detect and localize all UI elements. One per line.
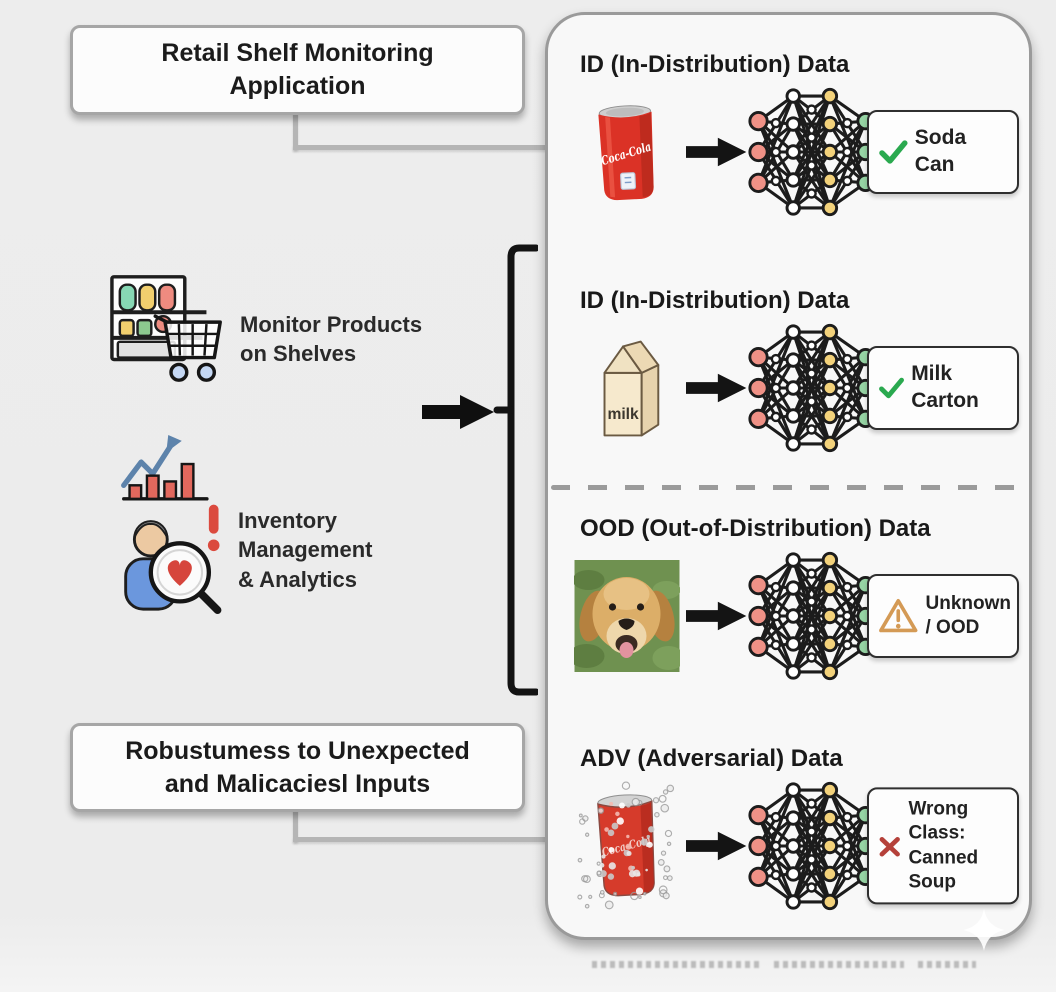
connector-top-vertical bbox=[293, 112, 298, 150]
blurred-caption-fragment bbox=[774, 961, 904, 968]
robustness-title: Robustumess to Unexpected and Malicacies… bbox=[125, 735, 470, 801]
result-label-line1: Wrong Class: bbox=[908, 798, 969, 844]
main-flow-arrow-icon bbox=[422, 395, 494, 429]
flow-arrow-icon bbox=[686, 831, 747, 861]
check-icon bbox=[879, 140, 908, 164]
feature2-line1: Inventory bbox=[238, 508, 338, 533]
neural-network-icon bbox=[748, 551, 881, 681]
retail-application-box: Retail Shelf Monitoring Application bbox=[70, 25, 525, 115]
soda-can-image: Coca-Cola bbox=[552, 81, 702, 223]
dog-photo bbox=[552, 545, 702, 687]
result-label: Soda Can bbox=[914, 126, 967, 176]
feature2-line2: Management bbox=[238, 537, 373, 563]
neural-network-icon bbox=[748, 781, 881, 911]
panel-row-id-soda: ID (In-Distribution) Data Coca-Cola bbox=[548, 51, 1029, 223]
robustness-line2: and Malicaciesl Inputs bbox=[164, 769, 431, 798]
warning-icon bbox=[879, 599, 918, 633]
blurred-caption-fragment bbox=[592, 961, 762, 968]
milk-carton-image: milk bbox=[552, 317, 702, 459]
neural-network-icon bbox=[748, 323, 881, 453]
cross-icon bbox=[879, 836, 900, 857]
row-header: ID (In-Distribution) Data bbox=[580, 287, 850, 314]
result-box-soda-can: Soda Can bbox=[867, 110, 1019, 194]
result-label-line2: / OOD bbox=[925, 617, 980, 638]
flow-arrow-icon bbox=[686, 601, 747, 631]
sparkle-icon bbox=[963, 909, 1005, 951]
result-label-line2: Canned Soup bbox=[908, 847, 979, 893]
blurred-caption-fragment bbox=[918, 961, 976, 968]
data-types-panel: ID (In-Distribution) Data Coca-Cola bbox=[545, 12, 1032, 940]
row-header: ADV (Adversarial) Data bbox=[580, 745, 843, 772]
row-header: ID (In-Distribution) Data bbox=[580, 51, 850, 78]
result-label-line1: Unknown bbox=[925, 592, 1012, 614]
row-header: OOD (Out-of-Distribution) Data bbox=[580, 515, 931, 542]
panel-row-ood-dog: OOD (Out-of-Distribution) Data bbox=[548, 515, 1029, 687]
milk-label-text: milk bbox=[607, 406, 639, 423]
feature1-line2: on Shelves bbox=[240, 341, 357, 367]
result-box-unknown-ood: Unknown / OOD bbox=[867, 574, 1019, 658]
feature-label-inventory: Inventory Management & Analytics bbox=[238, 506, 372, 594]
result-box-wrong-class: Wrong Class: Canned Soup bbox=[867, 787, 1019, 905]
flow-arrow-icon bbox=[686, 373, 747, 403]
feature-label-monitor: Monitor Products on Shelves bbox=[240, 310, 422, 369]
connector-bottom-horizontal bbox=[293, 837, 547, 842]
robustness-box: Robustumess to Unexpected and Malicacies… bbox=[70, 723, 525, 812]
connector-bottom-vertical bbox=[293, 808, 298, 842]
feature2-line3: & Analytics bbox=[238, 566, 358, 592]
check-icon bbox=[879, 377, 904, 399]
feature1-line1: Monitor Products bbox=[240, 312, 423, 337]
neural-network-icon bbox=[748, 87, 881, 217]
panel-row-id-milk: ID (In-Distribution) Data milk bbox=[548, 287, 1029, 459]
result-box-milk-carton: Milk Carton bbox=[867, 346, 1019, 430]
shelf-cart-icon bbox=[110, 275, 222, 382]
result-label: Milk Carton bbox=[911, 362, 979, 412]
retail-application-title: Retail Shelf Monitoring Application bbox=[161, 37, 433, 103]
robustness-line1: Robustumess to Unexpected bbox=[125, 736, 470, 765]
connector-top-horizontal bbox=[293, 145, 547, 150]
title-line1: Retail Shelf Monitoring bbox=[161, 39, 434, 67]
ood-section-divider bbox=[551, 485, 1026, 490]
grouping-bracket bbox=[493, 244, 538, 696]
adversarial-can-image: Coca-Cola bbox=[552, 775, 702, 917]
inventory-analytics-icon bbox=[121, 435, 222, 614]
title-line2: Application bbox=[229, 72, 366, 100]
flow-arrow-icon bbox=[686, 137, 747, 167]
panel-row-adv-can: ADV (Adversarial) Data Coca-Cola bbox=[548, 745, 1029, 917]
